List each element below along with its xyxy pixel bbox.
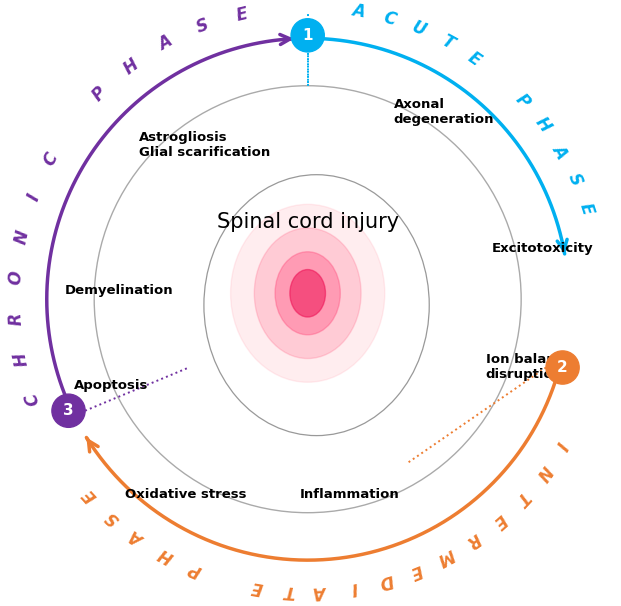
Text: P: P xyxy=(89,83,111,104)
Text: T: T xyxy=(283,582,296,601)
Text: C: C xyxy=(40,150,61,170)
Text: E: E xyxy=(465,48,484,70)
Text: A: A xyxy=(549,141,571,161)
Text: H: H xyxy=(531,114,554,136)
Ellipse shape xyxy=(290,270,325,317)
Text: S: S xyxy=(564,170,585,188)
Text: U: U xyxy=(409,18,428,40)
Text: R: R xyxy=(7,312,25,325)
Text: E: E xyxy=(576,201,596,217)
Ellipse shape xyxy=(255,228,361,359)
Text: A: A xyxy=(350,1,366,21)
Text: 2: 2 xyxy=(557,360,568,375)
Text: Astrogliosis
Glial scarification: Astrogliosis Glial scarification xyxy=(138,131,270,159)
Text: M: M xyxy=(435,545,458,568)
Text: Demyelination: Demyelination xyxy=(65,284,173,297)
Text: P: P xyxy=(512,90,533,111)
Text: Ion balance
disruption: Ion balance disruption xyxy=(486,353,572,381)
Text: 3: 3 xyxy=(63,403,74,418)
Text: H: H xyxy=(156,544,176,566)
Text: 1: 1 xyxy=(302,28,313,43)
Text: E: E xyxy=(234,4,250,24)
Text: C: C xyxy=(381,8,397,29)
Ellipse shape xyxy=(275,251,340,335)
Circle shape xyxy=(546,351,579,384)
Text: A: A xyxy=(129,527,149,549)
Text: S: S xyxy=(194,16,211,37)
Text: Spinal cord injury: Spinal cord injury xyxy=(217,212,399,232)
Text: Excitotoxicity: Excitotoxicity xyxy=(491,242,593,255)
Text: I: I xyxy=(24,191,43,203)
Text: H: H xyxy=(11,351,32,368)
Text: R: R xyxy=(463,529,484,551)
Circle shape xyxy=(52,394,85,427)
Text: S: S xyxy=(103,507,124,528)
Text: E: E xyxy=(80,485,101,505)
Text: T: T xyxy=(512,487,533,508)
Text: N: N xyxy=(12,228,32,245)
Text: O: O xyxy=(7,270,25,285)
Text: C: C xyxy=(22,390,43,408)
Ellipse shape xyxy=(230,204,385,382)
Text: Apoptosis: Apoptosis xyxy=(73,379,148,391)
Text: Axonal
degeneration: Axonal degeneration xyxy=(394,98,494,127)
Circle shape xyxy=(291,19,324,52)
Text: I: I xyxy=(551,438,570,453)
Text: T: T xyxy=(438,32,457,53)
Text: P: P xyxy=(186,559,204,580)
Text: N: N xyxy=(532,462,555,484)
Text: D: D xyxy=(377,570,395,591)
Text: Oxidative stress: Oxidative stress xyxy=(125,488,247,501)
Text: E: E xyxy=(489,510,509,531)
Text: E: E xyxy=(250,578,265,597)
Text: E: E xyxy=(408,560,425,581)
Text: Inflammation: Inflammation xyxy=(299,488,399,501)
Text: A: A xyxy=(315,582,329,601)
Text: A: A xyxy=(155,33,175,55)
Text: I: I xyxy=(350,579,359,597)
Text: H: H xyxy=(120,55,142,78)
